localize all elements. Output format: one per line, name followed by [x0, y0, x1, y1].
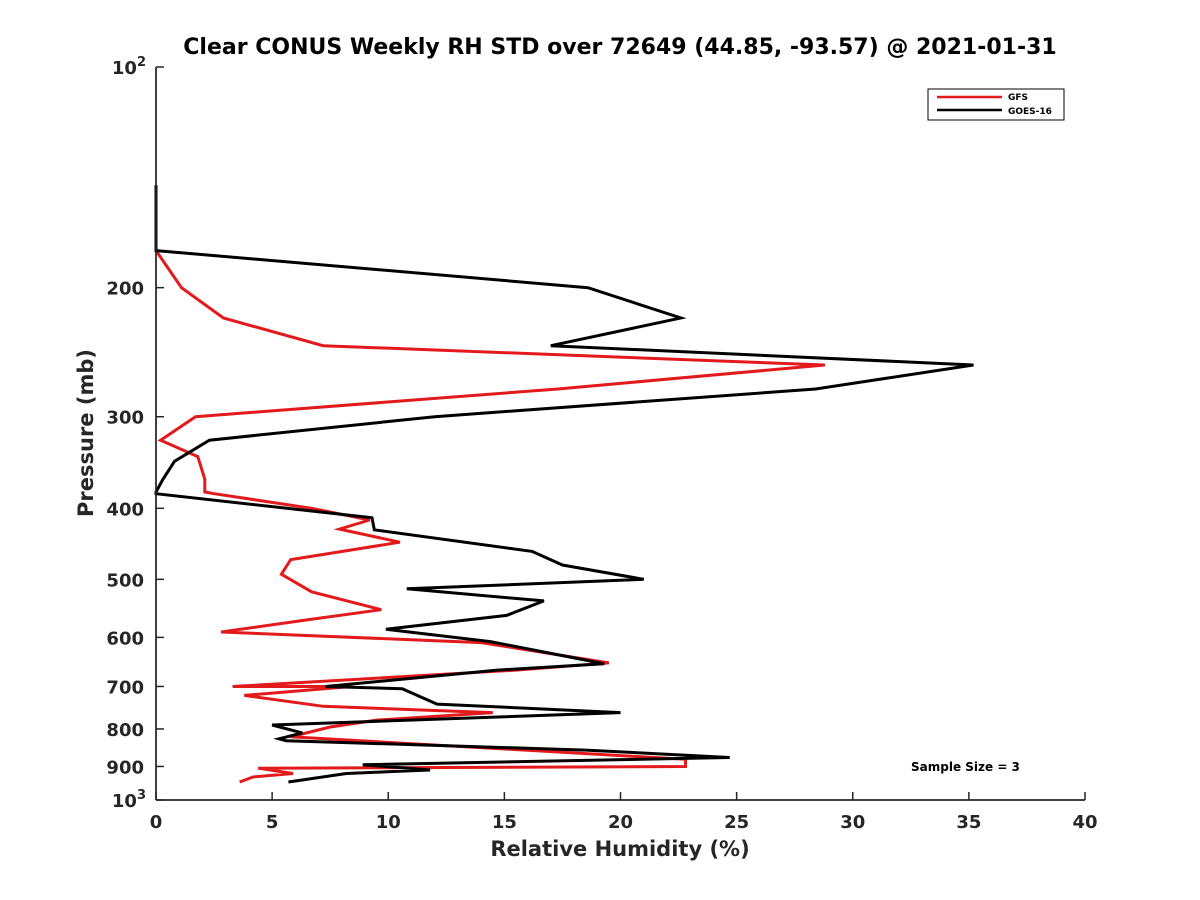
x-tick-label: 25	[724, 812, 749, 833]
y-tick-label: 400	[106, 499, 144, 520]
series-line-gfs	[154, 185, 826, 784]
x-tick-label: 5	[266, 812, 279, 833]
x-tick-label: 30	[840, 812, 865, 833]
x-tick-label: 20	[608, 812, 633, 833]
legend-box	[927, 88, 1065, 121]
y-tick-label: 500	[106, 570, 144, 591]
y-tick-label: 200	[106, 279, 144, 300]
legend-label-gfs: GFS	[1008, 93, 1028, 103]
legend: GFS GOES-16	[927, 88, 1065, 121]
y-tick-label: 103	[112, 788, 146, 812]
sample-size-annotation: Sample Size = 3	[911, 760, 1020, 774]
x-tick-label: 10	[376, 812, 401, 833]
x-tick-label: 15	[492, 812, 517, 833]
y-tick-label: 102	[112, 55, 146, 79]
x-axis: 0 5 10 15 20 25 30 35 40	[150, 792, 1098, 833]
x-tick-label: 35	[956, 812, 981, 833]
y-tick-label: 800	[106, 720, 144, 741]
y-axis-title: Pressure (mb)	[74, 349, 98, 517]
x-tick-label: 0	[150, 812, 163, 833]
chart-title: Clear CONUS Weekly RH STD over 72649 (44…	[183, 35, 1056, 60]
y-tick-label: 600	[106, 628, 144, 649]
series-layer	[154, 67, 1085, 801]
legend-label-goes16: GOES-16	[1008, 107, 1052, 117]
y-tick-label: 900	[106, 757, 144, 778]
series-line-goes16	[154, 185, 974, 784]
y-tick-label: 700	[106, 677, 144, 698]
y-tick-label: 300	[106, 408, 144, 429]
x-tick-label: 40	[1072, 812, 1097, 833]
x-axis-title: Relative Humidity (%)	[490, 837, 749, 861]
